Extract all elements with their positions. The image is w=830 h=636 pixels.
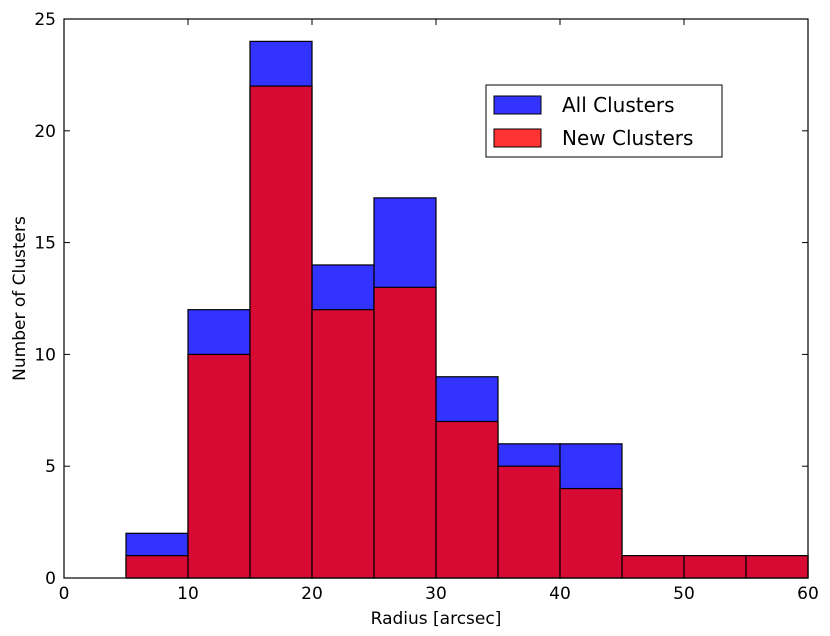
x-tick-label: 0 [59,584,70,604]
bar-new-clusters-1 [187,353,251,579]
bar-new-clusters-0 [125,555,189,579]
bar-new-clusters-6 [497,465,561,579]
bar-new-clusters-3 [311,309,375,579]
y-tick-label: 15 [34,234,56,254]
legend: All Clusters New Clusters [485,84,723,158]
bar-new-clusters-9 [683,555,747,579]
x-tick-label: 20 [301,584,323,604]
y-tick-label: 10 [34,345,56,365]
legend-label-all-clusters: All Clusters [562,93,675,117]
bar-new-clusters-7 [559,487,623,579]
x-tick-label: 40 [549,584,571,604]
bars-layer [125,40,809,579]
y-tick-label: 0 [45,569,56,589]
bar-new-clusters-10 [745,555,809,579]
y-axis-label: Number of Clusters [10,216,30,381]
x-axis-label: Radius [arcsec] [371,609,502,629]
bar-new-clusters-2 [249,85,313,579]
legend-swatch-new-clusters [493,128,542,148]
x-tick-label: 50 [673,584,695,604]
y-tick-label: 5 [45,457,56,477]
x-tick-label: 10 [177,584,199,604]
legend-label-new-clusters: New Clusters [562,126,693,150]
x-tick-label: 30 [425,584,447,604]
y-tick-label: 25 [34,10,56,30]
legend-swatch-all-clusters [493,95,542,115]
y-tick-label: 20 [34,122,56,142]
x-tick-label: 60 [797,584,819,604]
bar-new-clusters-8 [621,555,685,579]
bar-new-clusters-4 [373,286,437,579]
bar-new-clusters-5 [435,420,499,579]
ticks-layer: 0 10 20 30 40 50 60 0 5 10 15 20 25 [34,10,818,604]
